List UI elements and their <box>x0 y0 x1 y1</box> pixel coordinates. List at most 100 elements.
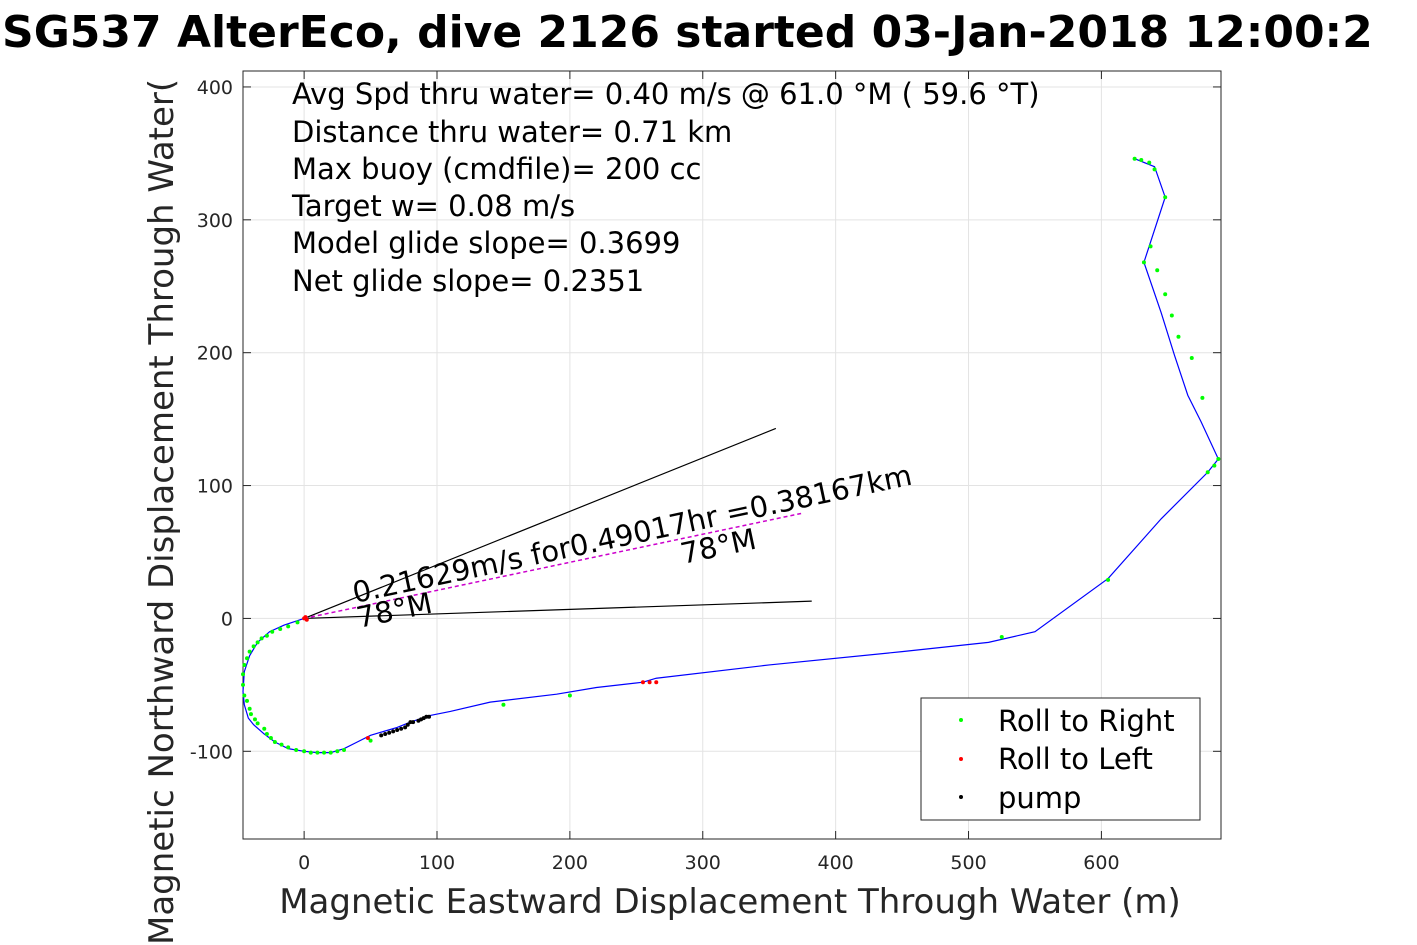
x-axis-label: Magnetic Eastward Displacement Through W… <box>279 882 1181 922</box>
grid <box>243 71 1221 839</box>
point-roll-to-right <box>1139 158 1144 163</box>
point-roll-to-right <box>567 693 572 698</box>
y-tick-label: 0 <box>221 608 233 630</box>
point-roll-to-right <box>286 624 291 629</box>
point-roll-to-right <box>241 672 245 677</box>
point-roll-to-right <box>1141 260 1146 265</box>
point-roll-to-right <box>1176 334 1181 339</box>
point-pump <box>405 722 410 727</box>
point-roll-to-right <box>1189 356 1194 361</box>
point-roll-to-right <box>1163 195 1168 200</box>
point-roll-to-right <box>1163 292 1168 297</box>
point-roll-to-right <box>1132 156 1137 161</box>
legend-label-roll-left: Roll to Left <box>998 742 1153 776</box>
point-roll-to-right <box>341 747 346 752</box>
x-tick-label: 300 <box>685 852 721 874</box>
point-roll-to-right <box>286 745 291 750</box>
data-points <box>241 156 1221 755</box>
point-roll-to-right <box>278 627 283 632</box>
point-pump <box>395 728 400 733</box>
info-target-w: Target w= 0.08 m/s <box>291 189 575 223</box>
legend: Roll to Right Roll to Left pump <box>920 697 1201 821</box>
y-axis-label: Magnetic Northward Displacement Through … <box>142 79 182 945</box>
point-roll-to-right <box>1152 167 1157 172</box>
point-roll-to-left <box>365 736 370 741</box>
legend-marker-roll-left <box>959 757 963 761</box>
y-tick-label: 200 <box>197 343 233 365</box>
point-roll-to-right <box>294 747 299 752</box>
point-roll-to-right <box>368 738 373 743</box>
info-avg-speed: Avg Spd thru water= 0.40 m/s @ 61.0 °M (… <box>292 77 1040 111</box>
plot-frame <box>242 70 1222 840</box>
point-roll-to-right <box>999 635 1004 640</box>
point-roll-to-left <box>304 617 309 622</box>
point-roll-to-left <box>640 680 645 685</box>
x-tick-label: 400 <box>818 852 854 874</box>
legend-marker-pump <box>959 795 963 799</box>
point-roll-to-right <box>247 706 252 711</box>
chart-title: SG537 AlterEco, dive 2126 started 03-Jan… <box>2 7 1373 58</box>
point-roll-to-right <box>262 726 267 731</box>
point-roll-to-right <box>1148 244 1153 249</box>
point-pump <box>379 733 384 738</box>
point-roll-to-right <box>1212 463 1217 468</box>
point-roll-to-right <box>322 750 327 755</box>
point-roll-to-right <box>1155 268 1160 273</box>
point-roll-to-right <box>315 750 320 755</box>
point-pump <box>399 726 404 731</box>
point-roll-to-right <box>244 656 249 661</box>
point-roll-to-right <box>272 740 277 745</box>
point-roll-to-right <box>308 750 313 755</box>
point-roll-to-right <box>1147 160 1152 165</box>
point-roll-to-right <box>252 717 257 722</box>
point-pump <box>387 730 392 735</box>
info-max-buoy: Max buoy (cmdfile)= 200 cc <box>292 152 701 186</box>
point-roll-to-right <box>242 662 247 667</box>
point-roll-to-right <box>264 732 269 737</box>
point-roll-to-left <box>647 680 652 685</box>
point-roll-to-right <box>242 693 247 698</box>
point-pump <box>403 725 408 730</box>
point-roll-to-right <box>1106 577 1111 582</box>
info-model-glide: Model glide slope= 0.3699 <box>292 226 680 260</box>
point-roll-to-right <box>302 749 307 754</box>
point-roll-to-right <box>241 682 245 687</box>
y-tick-label: 100 <box>197 476 233 498</box>
x-tick-label: 200 <box>552 852 588 874</box>
legend-marker-roll-right <box>959 718 963 722</box>
x-tick-label: 0 <box>298 852 310 874</box>
dive-info-text: Avg Spd thru water= 0.40 m/s @ 61.0 °M (… <box>291 77 1040 298</box>
point-roll-to-right <box>295 620 300 625</box>
x-tick-label: 600 <box>1083 852 1119 874</box>
point-roll-to-left <box>654 680 659 685</box>
x-tick-label: 500 <box>950 852 986 874</box>
point-pump <box>383 732 388 737</box>
axis-ticks: 0 100 200 300 400 500 600 -100 0 100 200 300 400 <box>190 71 1221 874</box>
y-tick-label: -100 <box>190 741 233 763</box>
legend-label-roll-right: Roll to Right <box>998 704 1175 738</box>
heading-lines <box>303 427 812 620</box>
point-roll-to-right <box>251 644 256 649</box>
point-roll-to-right <box>335 749 340 754</box>
point-roll-to-right <box>270 629 275 634</box>
legend-box <box>920 697 1201 821</box>
point-roll-to-right <box>255 640 260 645</box>
point-roll-to-right <box>1200 395 1205 400</box>
x-tick-label: 100 <box>419 852 455 874</box>
point-roll-to-right <box>279 742 284 747</box>
y-tick-label: 400 <box>197 77 233 99</box>
point-roll-to-right <box>1169 313 1174 318</box>
point-roll-to-right <box>1205 470 1210 475</box>
point-roll-to-right <box>248 712 253 717</box>
point-roll-to-right <box>259 636 264 641</box>
point-pump <box>411 720 416 725</box>
point-pump <box>427 714 432 719</box>
point-roll-to-right <box>244 698 249 703</box>
point-roll-to-right <box>247 649 252 654</box>
point-roll-to-right <box>328 750 333 755</box>
legend-label-pump: pump <box>998 781 1081 815</box>
annotations: 0.21629m/s for0.49017hr =0.38167km 78°M … <box>349 458 914 635</box>
y-tick-label: 300 <box>197 210 233 232</box>
info-distance: Distance thru water= 0.71 km <box>292 115 732 149</box>
